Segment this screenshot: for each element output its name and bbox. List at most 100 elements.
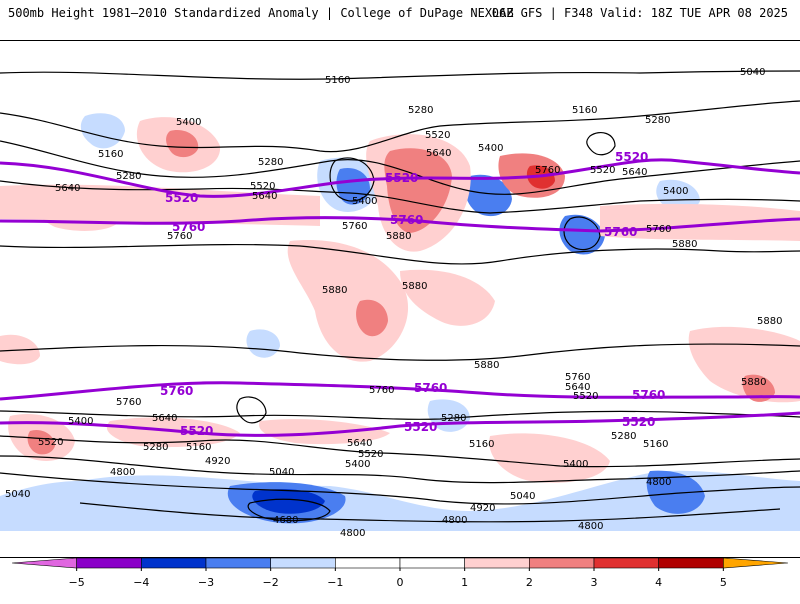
contour-label: 5280 — [441, 413, 466, 424]
contour-label: 5640 — [152, 413, 177, 424]
key-contours — [0, 158, 800, 437]
contour-label: 5640 — [55, 183, 80, 194]
colorbar-tick-label: −5 — [68, 576, 85, 589]
map-frame: 5160 5040 5280 5160 5280 5400 5160 5280 … — [0, 40, 800, 558]
contour-label: 5760 — [342, 221, 367, 232]
key-contour-label: 5760 — [172, 220, 205, 234]
contour-5640-south — [0, 410, 800, 420]
key-contour-label: 5760 — [604, 225, 637, 239]
contour-label: 5880 — [474, 360, 499, 371]
pos-anomaly-indian-core — [742, 374, 775, 402]
contour-label: 5760 — [646, 224, 671, 235]
key-contour-5520-south — [0, 411, 800, 437]
colorbar: −5 −4 −3 −2 −1 0 1 2 3 4 5 — [0, 557, 800, 600]
key-contour-label: 5520 — [615, 150, 648, 164]
key-contour-labels: 5520 5520 5520 5760 5760 5760 5760 5760 … — [160, 150, 665, 438]
contour-label: 4800 — [442, 515, 467, 526]
contour-5640-north — [0, 180, 800, 214]
contour-label: 5520 — [358, 449, 383, 460]
key-contour-label: 5520 — [180, 424, 213, 438]
colorbar-segment — [593, 557, 659, 569]
colorbar-tick-label: 5 — [719, 576, 727, 589]
contour-label: 4800 — [110, 467, 135, 478]
contour-label: 5280 — [116, 171, 141, 182]
colorbar-segment — [11, 557, 77, 569]
contour-label: 5880 — [672, 239, 697, 250]
contour-5160-north — [0, 70, 800, 80]
neg-anomaly-south-pacific — [246, 329, 280, 358]
neg-anomaly-north-pacific — [80, 113, 125, 149]
colorbar-tick-label: 1 — [461, 576, 469, 589]
colorbar-segment — [76, 557, 142, 569]
colorbar-segment — [464, 557, 530, 569]
contour-label: 5160 — [572, 105, 597, 116]
title-right: 06Z GFS | F348 Valid: 18Z TUE APR 08 202… — [491, 6, 788, 20]
key-contour-label: 5760 — [414, 381, 447, 395]
colorbar-tick-label: 3 — [590, 576, 598, 589]
contour-label: 5880 — [402, 281, 427, 292]
neg-anomaly-antarctic — [0, 470, 800, 531]
colorbar-tick-label: −4 — [133, 576, 150, 589]
colorbar-graphic — [11, 557, 789, 571]
key-contour-label: 5760 — [390, 213, 423, 227]
pos-anomaly-east-pacific — [287, 240, 409, 362]
neg-anomaly-east-na — [465, 174, 512, 217]
key-contour-label: 5520 — [622, 415, 655, 429]
contour-5280-north — [0, 100, 800, 153]
anomaly-map: 5160 5040 5280 5160 5280 5400 5160 5280 … — [0, 67, 800, 539]
contour-label: 5640 — [426, 148, 451, 159]
contour-label: 4800 — [646, 477, 671, 488]
contour-closed-low-sa — [236, 396, 267, 424]
contour-label: 5640 — [252, 191, 277, 202]
neg-anomaly-antarctic-deep — [252, 489, 325, 514]
contour-label: 5040 — [510, 491, 535, 502]
colorbar-segment — [270, 557, 336, 569]
contour-label: 5400 — [663, 186, 688, 197]
header: 500mb Height 1981–2010 Standardized Anom… — [0, 0, 800, 40]
neg-anomaly-pacific-nw-core — [336, 167, 370, 205]
colorbar-segment — [723, 557, 789, 569]
contour-label: 4680 — [273, 515, 298, 526]
contour-label: 4800 — [578, 521, 603, 532]
contour-closed-low-atl — [563, 216, 601, 251]
contour-label: 5040 — [740, 67, 765, 78]
contour-4680-core — [247, 498, 331, 522]
contour-label: 5160 — [98, 149, 123, 160]
contour-label: 5160 — [186, 442, 211, 453]
colorbar-tick-label: −1 — [327, 576, 344, 589]
contour-label: 5400 — [563, 459, 588, 470]
pos-anomaly-south-atlantic-high — [489, 433, 610, 483]
colorbar-segment — [335, 557, 401, 569]
contour-label: 5520 — [573, 391, 598, 402]
contour-5040-south — [0, 472, 800, 505]
contour-5400-south — [0, 435, 800, 468]
height-contours — [0, 70, 800, 523]
contour-label: 5760 — [167, 231, 192, 242]
colorbar-segment — [658, 557, 724, 569]
contour-5880-south — [0, 343, 800, 361]
pos-anomaly-south-pacific-mid — [106, 417, 240, 448]
contour-label: 5400 — [478, 143, 503, 154]
negative-anomaly-areas — [0, 113, 800, 531]
colorbar-tick-label: −2 — [262, 576, 279, 589]
colorbar-segment — [529, 557, 595, 569]
colorbar-tick-label: 4 — [655, 576, 663, 589]
contour-label: 5040 — [5, 489, 30, 500]
contour-label: 4800 — [340, 528, 365, 539]
key-contour-label: 5760 — [632, 388, 665, 402]
key-contour-label: 5520 — [404, 420, 437, 434]
neg-anomaly-atlantic — [559, 214, 605, 255]
contour-label: 5400 — [345, 459, 370, 470]
neg-anomaly-south-indian — [646, 470, 705, 514]
key-contour-5760-north — [0, 216, 800, 233]
key-contour-5760-south — [0, 381, 800, 401]
contour-label-group: 5160 5040 5280 5160 5280 5400 5160 5280 … — [5, 67, 782, 539]
key-contour-5520-north — [0, 158, 800, 198]
positive-anomaly-areas — [0, 117, 800, 483]
contour-5400-north — [0, 140, 800, 195]
colorbar-segment — [141, 557, 207, 569]
contour-4800-south — [79, 502, 781, 523]
contour-label: 5520 — [38, 437, 63, 448]
key-contour-label: 5520 — [165, 191, 198, 205]
colorbar-segment — [205, 557, 271, 569]
